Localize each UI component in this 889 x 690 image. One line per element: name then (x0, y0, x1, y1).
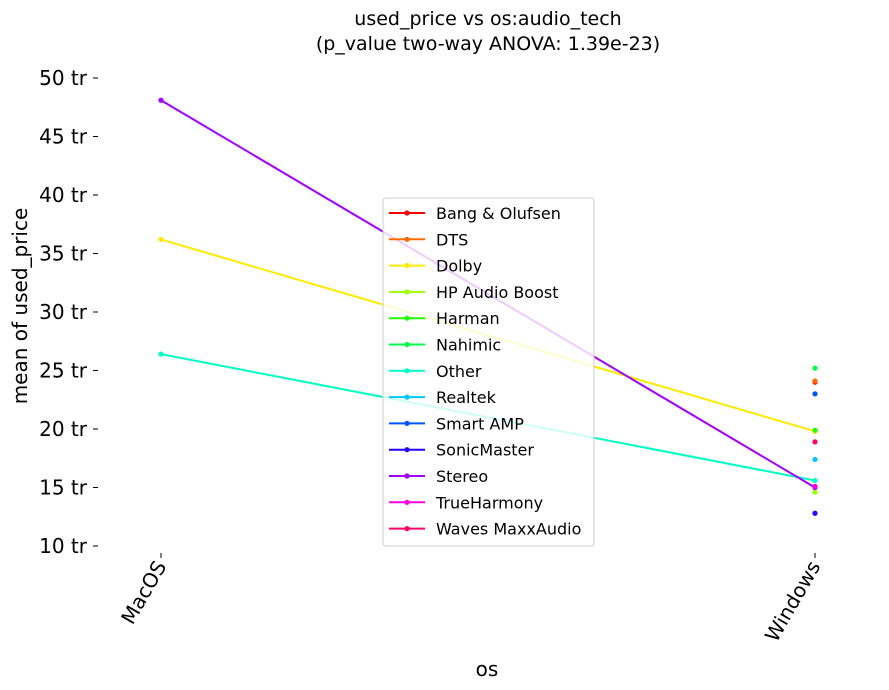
legend-label: Harman (436, 309, 500, 328)
data-point (812, 378, 818, 384)
data-point (812, 456, 818, 463)
legend-swatch-marker (404, 473, 410, 479)
legend-label: Dolby (436, 257, 482, 276)
legend-frame (382, 197, 595, 547)
legend-label: Realtek (436, 388, 497, 407)
legend-swatch-marker (404, 263, 410, 269)
legend-swatch-marker (404, 499, 410, 505)
legend-swatch-marker (404, 368, 410, 374)
legend-label: DTS (436, 230, 468, 249)
legend-swatch-marker (404, 447, 410, 453)
chart-subtitle: (p_value two-way ANOVA: 1.39e-23) (316, 33, 660, 55)
data-point (812, 489, 818, 495)
y-tick-label: 35 tr (39, 242, 88, 266)
legend-label: SonicMaster (436, 441, 534, 460)
x-axis-label: os (476, 657, 499, 681)
legend-label: Stereo (436, 467, 488, 486)
data-point (812, 427, 818, 433)
legend-swatch-marker (404, 315, 410, 321)
y-tick-label: 40 tr (39, 183, 88, 207)
y-tick-label: 30 tr (39, 300, 88, 324)
legend: Bang & Olufsen DTS Dolby HP Audio Boost Harm… (382, 197, 595, 547)
legend-label: TrueHarmony (435, 493, 543, 512)
legend-swatch-marker (404, 236, 410, 242)
data-point (158, 236, 164, 243)
legend-label: Smart AMP (436, 414, 524, 433)
legend-label: Nahimic (436, 336, 501, 355)
chart-title: used_price vs os:audio_tech (354, 8, 621, 30)
legend-swatch-marker (404, 210, 410, 216)
data-point (812, 477, 818, 484)
x-tick-label: Windows (760, 557, 825, 646)
x-tick-label: MacOS (116, 557, 171, 629)
y-axis: 10 tr 15 tr 20 tr 25 tr 30 tr 35 tr 40 tr 45 tr… (39, 66, 98, 558)
legend-swatch-marker (404, 420, 410, 426)
legend-label: Waves MaxxAudio (436, 520, 581, 539)
y-tick-label: 20 tr (39, 417, 88, 441)
y-tick-label: 10 tr (39, 534, 88, 558)
data-point (812, 483, 818, 489)
x-axis: MacOS Windows (116, 553, 825, 646)
y-tick-label: 15 tr (39, 476, 88, 500)
legend-label: Bang & Olufsen (436, 204, 561, 223)
legend-label: HP Audio Boost (436, 283, 559, 302)
data-point (158, 97, 164, 103)
y-tick-label: 45 tr (39, 125, 88, 149)
y-axis-label: mean of used_price (8, 208, 32, 405)
legend-swatch-marker (404, 526, 410, 532)
legend-swatch-marker (404, 289, 410, 295)
legend-label: Other (436, 362, 482, 381)
data-point (812, 510, 818, 516)
data-point (812, 365, 818, 371)
data-point (812, 391, 818, 397)
legend-swatch-marker (404, 394, 410, 400)
legend-swatch-marker (404, 341, 410, 348)
data-point (812, 439, 818, 445)
y-tick-label: 25 tr (39, 359, 88, 383)
data-point (158, 351, 164, 357)
y-tick-label: 50 tr (39, 66, 88, 90)
